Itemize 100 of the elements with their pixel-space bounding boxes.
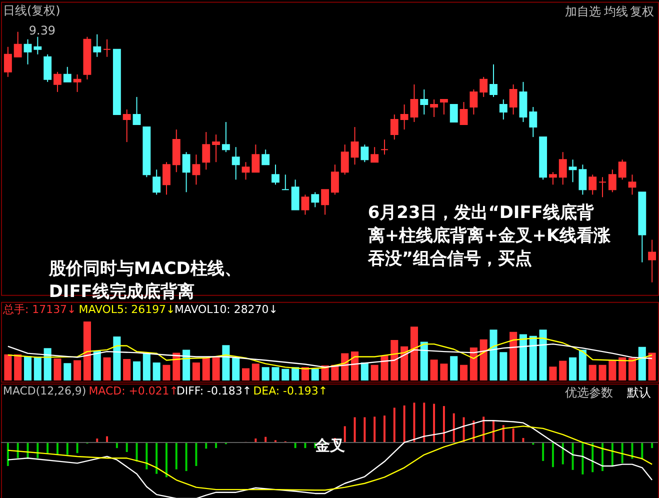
bar [162,364,170,380]
chart-title: 日线(复权) [2,4,60,18]
bar [132,361,141,380]
candlestick [222,122,230,153]
candlestick [122,108,131,143]
bar [529,336,537,380]
bar [638,346,646,380]
bar [470,347,478,380]
bar [648,352,656,380]
candlestick [34,36,42,55]
candlestick [529,106,538,138]
candlestick [628,174,636,196]
candlestick [548,172,557,186]
candlestick [648,239,656,283]
candlestick [499,98,508,120]
candlestick [400,104,408,130]
annotation: 金叉 [314,436,345,454]
bar [420,342,428,380]
bar [34,356,42,380]
candlestick [568,159,577,183]
bar [83,321,91,380]
bar [123,359,131,380]
annotation: 股价同时与MACD柱线、DIFF线完成底背离 [48,258,242,301]
text: MAVOL5: 26197↓ [78,302,176,316]
text: 复权 [630,4,654,19]
bar [440,364,448,380]
bar [618,357,626,380]
candlestick [618,159,626,180]
bar [93,350,101,380]
bar [74,360,82,380]
candlestick [380,139,388,156]
bar [480,339,488,380]
bar [569,357,577,380]
candlestick [588,174,597,196]
candlestick [460,101,468,126]
candlestick [291,179,300,210]
bar [202,357,210,380]
candlestick [558,152,567,186]
bar [578,350,586,380]
candlestick [440,98,448,115]
bar [460,364,468,380]
bar [559,360,567,380]
candlestick [420,88,428,115]
bar [242,368,250,380]
bar [360,362,368,380]
bar [142,353,150,380]
bar [282,368,290,380]
candlestick [360,144,369,163]
text: 总手: 17137↓ [2,302,76,316]
bar [628,358,636,380]
bar [490,330,498,380]
candlestick [578,164,587,196]
candlestick [132,96,141,126]
text: 均线 [603,4,628,19]
bar [232,358,240,380]
candlestick [430,98,438,118]
text: 默认 [626,386,652,400]
candlestick [301,194,310,216]
bar [152,362,160,380]
bar [370,364,378,380]
text: MAVOL10: 28270↓ [174,302,278,316]
candlestick [410,84,418,123]
candlestick [470,88,478,115]
bar [64,363,72,380]
annotation: 6月23日，发出“DIFF线底背离+柱线底背离+金叉+K线看涨吞没”组合信号，买点 [366,202,612,268]
candlestick [272,164,280,186]
candlestick [281,174,290,190]
bar [172,352,180,380]
candlestick [311,192,320,208]
text: DEA: -0.193↑ [253,384,328,398]
candlestick [350,126,359,166]
candlestick [608,169,616,193]
bar [222,345,230,380]
candlestick [24,38,32,65]
bar [14,354,22,380]
candlestick [252,144,260,173]
bar [410,326,418,380]
candlestick [192,154,200,186]
text: 加自选 [565,4,602,19]
annotation: 9.39 [28,24,56,38]
bar [430,360,438,380]
bar [400,346,408,380]
text: 优选参数 [565,386,614,400]
candlestick [232,146,240,180]
candlestick [152,169,161,196]
bar [292,367,300,380]
candlestick [242,162,250,180]
candlestick [103,38,111,58]
candlestick [509,84,518,115]
candlestick [480,76,488,98]
bar [390,340,398,380]
candlestick [182,152,190,193]
candlestick [212,134,220,163]
bar [54,358,62,380]
candlestick [450,104,458,123]
text: DIFF: -0.183↑ [176,384,252,398]
candlestick [73,74,82,92]
bar [450,356,458,380]
candlestick [44,54,52,82]
text: MACD(12,26,9) [2,384,86,398]
